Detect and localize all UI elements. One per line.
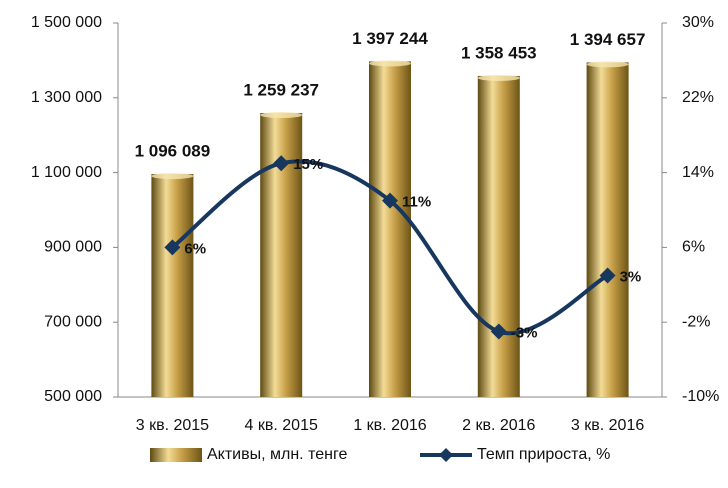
bar-value-label: 1 259 237 [243, 81, 319, 100]
y-tick-label: 1 100 000 [31, 164, 102, 181]
x-tick-label: 3 кв. 2016 [571, 417, 644, 434]
y2-tick-label: -2% [682, 313, 710, 330]
bar-value-label: 1 358 453 [461, 43, 537, 62]
line-marker [490, 323, 507, 340]
bar [477, 75, 520, 398]
y-tick-label: 900 000 [44, 239, 102, 256]
legend-label: Темп прироста, % [477, 446, 610, 463]
legend-label: Активы, млн. тенге [207, 446, 347, 463]
bar-cap [586, 61, 629, 68]
y2-tick-label: -10% [682, 388, 719, 405]
line-value-label: 6% [184, 240, 206, 257]
x-tick-label: 2 кв. 2016 [462, 417, 535, 434]
bar-cap [369, 60, 411, 67]
x-tick-label: 3 кв. 2015 [136, 417, 209, 434]
y2-tick-label: 14% [682, 164, 714, 181]
bar-cap [151, 173, 194, 180]
line-value-label: 11% [402, 194, 431, 211]
line-value-label: -3% [511, 325, 538, 342]
line-marker [382, 192, 398, 209]
y-tick-label: 1 300 000 [31, 89, 102, 106]
bar [369, 61, 411, 397]
line-marker [273, 155, 290, 172]
y-tick-label: 500 000 [44, 388, 102, 405]
bar-cap [477, 74, 520, 81]
y-tick-label: 700 000 [44, 313, 102, 330]
y2-tick-label: 22% [682, 89, 714, 106]
line-value-label: 3% [620, 268, 642, 285]
bar-value-label: 1 096 089 [135, 142, 211, 161]
x-tick-label: 4 кв. 2015 [245, 417, 318, 434]
line-marker [164, 239, 181, 256]
line-marker [599, 267, 616, 284]
bar-cap [260, 112, 303, 119]
bar-value-label: 1 394 657 [570, 30, 646, 49]
bar-value-label: 1 397 244 [352, 29, 428, 48]
legend-swatch [150, 448, 202, 462]
line-value-label: 15% [293, 156, 323, 173]
bar [151, 174, 194, 397]
y2-tick-label: 30% [682, 14, 714, 31]
y-tick-label: 1 500 000 [31, 14, 102, 31]
x-tick-label: 1 кв. 2016 [353, 417, 426, 434]
bar [586, 62, 629, 397]
y2-tick-label: 6% [682, 239, 705, 256]
legend-marker [439, 448, 453, 462]
